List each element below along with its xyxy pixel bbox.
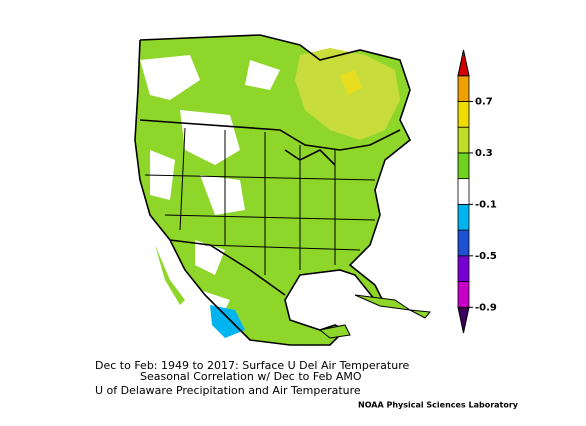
colorbar-tick-label: -0.9 bbox=[475, 302, 497, 313]
colorbar-segment bbox=[457, 203, 470, 231]
colorbar-segment bbox=[457, 178, 470, 205]
colorbar-segment bbox=[457, 255, 470, 282]
yellow-patch bbox=[340, 70, 362, 95]
colorbar-segment bbox=[457, 152, 470, 180]
colorbar-tick-label: -0.5 bbox=[475, 251, 497, 262]
caption: U of Delaware Precipitation and Air Temp… bbox=[95, 384, 361, 397]
colorbar-tick-label: -0.1 bbox=[475, 199, 497, 210]
colorbar-segment bbox=[457, 281, 470, 308]
colorbar-tick-label: 0.7 bbox=[475, 96, 493, 107]
islands bbox=[318, 294, 431, 339]
colorbar-segment bbox=[457, 75, 470, 102]
credit: NOAA Physical Sciences Laboratory bbox=[358, 401, 519, 410]
borders bbox=[134, 34, 412, 346]
colorbar: -0.9 -0.5 -0.1 0.3 0.7 bbox=[457, 49, 497, 334]
colorbar-segment bbox=[457, 229, 470, 257]
caption: Seasonal Correlation w/ Dec to Feb AMO bbox=[140, 370, 362, 383]
colorbar-segment bbox=[457, 101, 470, 128]
map bbox=[134, 34, 431, 346]
baja bbox=[155, 245, 185, 305]
caption: Dec to Feb: 1949 to 2017: Surface U Del … bbox=[95, 359, 409, 372]
high-correlation-region bbox=[295, 48, 400, 140]
colorbar-arrow bbox=[457, 49, 470, 77]
colorbar-tick-label: 0.3 bbox=[475, 148, 493, 159]
colorbar-segment bbox=[457, 126, 470, 154]
colorbar-arrow bbox=[457, 306, 470, 334]
state-lines bbox=[144, 127, 376, 275]
negative-patch bbox=[210, 305, 245, 338]
